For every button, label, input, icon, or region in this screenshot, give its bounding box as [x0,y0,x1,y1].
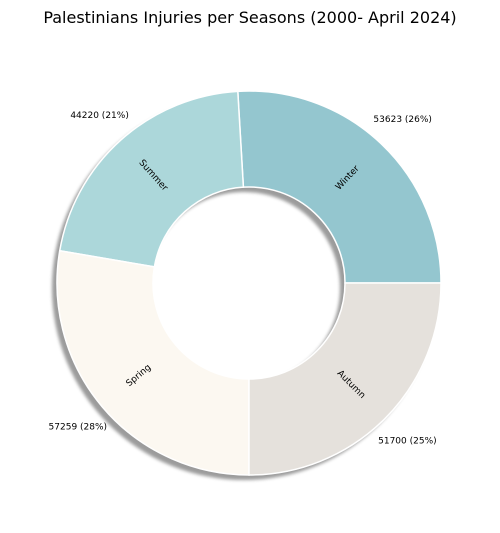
value-label-winter: 53623 (26%) [373,115,432,125]
chart-title: Palestinians Injuries per Seasons (2000-… [43,8,457,27]
value-label-autumn: 51700 (25%) [378,436,437,446]
slice-autumn [248,282,442,476]
slice-summer [58,90,245,268]
value-label-summer: 44220 (21%) [70,111,129,121]
value-label-spring: 57259 (28%) [49,422,108,432]
slice-spring [56,249,250,476]
slice-winter [236,90,442,284]
